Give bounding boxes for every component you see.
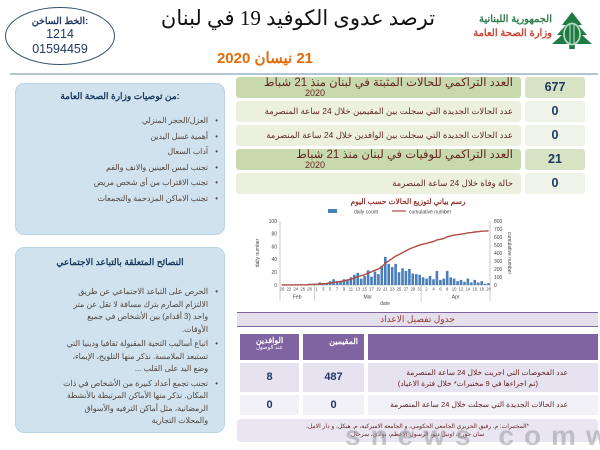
svg-text:Feb: Feb [293,295,302,301]
svg-text:20: 20 [280,287,285,292]
svg-text:29: 29 [410,287,415,292]
svg-text:26: 26 [300,287,305,292]
svg-text:60: 60 [271,244,277,250]
svg-text:600: 600 [494,235,503,241]
svg-text:3: 3 [322,287,325,292]
svg-text:400: 400 [494,251,503,257]
svg-text:رسم بياني لتوزيع الحالات حسب ا: رسم بياني لتوزيع الحالات حسب اليوم [350,197,465,207]
svg-text:8: 8 [446,287,449,292]
svg-text:19: 19 [376,287,381,292]
svg-text:9: 9 [343,287,346,292]
svg-text:22: 22 [287,287,292,292]
svg-text:16: 16 [472,287,477,292]
svg-text:Apr: Apr [452,295,460,301]
svg-text:1: 1 [315,287,318,292]
svg-text:100: 100 [494,275,503,281]
svg-text:17: 17 [369,287,374,292]
svg-text:100: 100 [269,219,278,225]
svg-text:daily number: daily number [255,238,261,267]
svg-text:2: 2 [425,287,428,292]
svg-text:14: 14 [466,287,471,292]
svg-text:24: 24 [293,287,298,292]
svg-text:4: 4 [432,287,435,292]
svg-text:0: 0 [494,283,497,289]
svg-text:23: 23 [390,287,395,292]
svg-text:20: 20 [486,287,491,292]
svg-text:date: date [380,301,390,307]
svg-text:20: 20 [271,270,277,276]
svg-text:10: 10 [452,287,457,292]
svg-text:800: 800 [494,219,503,225]
svg-text:12: 12 [459,287,464,292]
svg-text:700: 700 [494,227,503,233]
svg-text:500: 500 [494,243,503,249]
svg-text:200: 200 [494,267,503,273]
svg-text:daily count: daily count [354,210,379,216]
svg-text:31: 31 [417,287,422,292]
svg-text:cumulative number: cumulative number [506,232,512,275]
svg-text:13: 13 [355,287,360,292]
svg-text:21: 21 [383,287,388,292]
svg-text:11: 11 [349,287,354,292]
svg-text:80: 80 [271,232,277,238]
svg-text:28: 28 [307,287,312,292]
svg-text:7: 7 [336,287,339,292]
svg-text:Mar: Mar [363,295,372,301]
svg-text:27: 27 [404,287,409,292]
svg-text:18: 18 [479,287,484,292]
svg-text:5: 5 [329,287,332,292]
svg-text:0: 0 [274,283,277,289]
svg-text:15: 15 [362,287,367,292]
svg-text:6: 6 [439,287,442,292]
svg-text:cumulative number: cumulative number [409,210,452,216]
svg-text:300: 300 [494,259,503,265]
svg-text:40: 40 [271,257,277,263]
svg-text:25: 25 [397,287,402,292]
